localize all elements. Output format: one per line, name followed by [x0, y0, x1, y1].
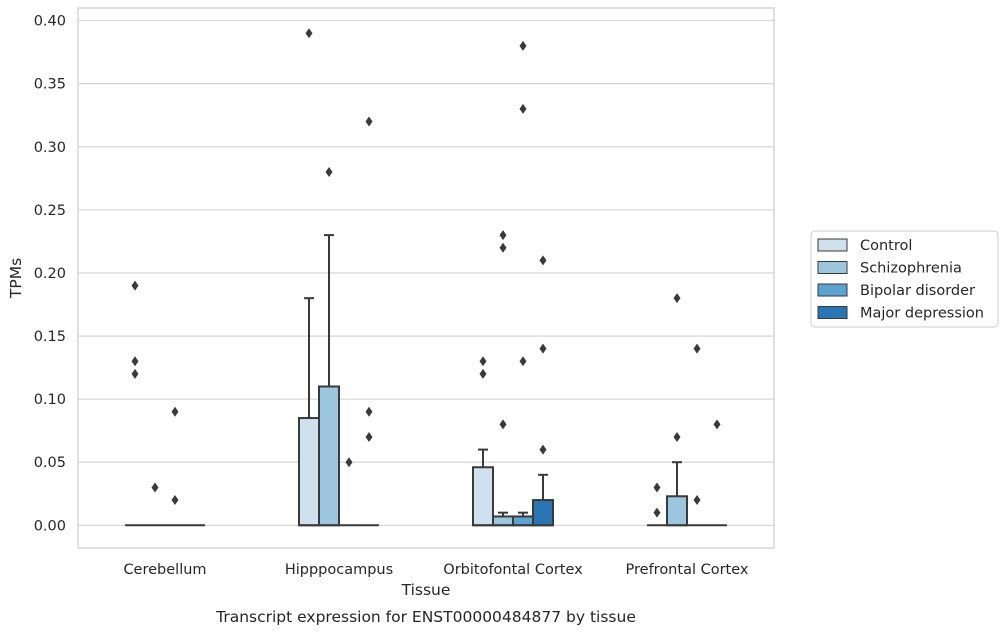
outlier-point: [519, 40, 527, 51]
box-group: [666, 293, 688, 527]
y-axis-title: TPMs: [7, 258, 25, 299]
plot-frame: [77, 7, 775, 549]
outlier-point: [693, 343, 701, 354]
x-tick-label: Prefrontal Cortex: [626, 562, 749, 578]
outlier-point: [365, 406, 373, 417]
box-group: [145, 482, 165, 527]
box-group: [472, 356, 494, 527]
legend-swatch: [817, 238, 848, 252]
x-tick-label: Hipppocampus: [285, 562, 393, 578]
outlier-point: [499, 242, 507, 253]
box-group: [298, 28, 320, 527]
legend-swatch: [817, 261, 848, 274]
outlier-point: [305, 28, 313, 39]
box-group: [687, 343, 707, 527]
y-tick-label: 0.00: [34, 518, 66, 534]
box-marks: [125, 28, 727, 527]
box: [298, 417, 320, 527]
outlier-point: [171, 495, 179, 506]
box: [472, 466, 494, 527]
legend-label: Major depression: [860, 306, 984, 322]
box: [532, 499, 554, 527]
box: [318, 385, 340, 527]
legend-label: Schizophrenia: [860, 261, 962, 277]
outlier-point: [499, 230, 507, 241]
x-tick-label: Cerebellum: [123, 562, 206, 578]
box-group: [647, 482, 667, 527]
outlier-point: [653, 507, 661, 518]
outlier-point: [151, 482, 159, 493]
legend-label: Bipolar disorder: [860, 283, 975, 299]
box-group: [707, 419, 727, 527]
outlier-point: [539, 255, 547, 266]
outlier-point: [519, 356, 527, 367]
gridlines: [78, 20, 774, 526]
y-tick-label: 0.15: [34, 329, 66, 345]
outlier-point: [131, 368, 139, 379]
box: [512, 515, 534, 527]
box-group: [165, 406, 185, 527]
outlier-point: [673, 431, 681, 442]
legend: Control Schizophrenia Bipolar disorder Majo…: [810, 230, 999, 328]
box-group: [125, 280, 145, 527]
legend-frame: [810, 230, 999, 328]
outlier-point: [479, 368, 487, 379]
outlier-point: [131, 356, 139, 367]
outlier-point: [519, 103, 527, 114]
y-tick-label: 0.10: [34, 392, 66, 408]
box-group: [512, 40, 534, 527]
outlier-point: [479, 356, 487, 367]
outlier-point: [171, 406, 179, 417]
chart-caption: Transcript expression for ENST0000048487…: [215, 608, 636, 626]
box-group: [318, 167, 340, 527]
y-tick-label: 0.35: [34, 77, 66, 93]
outlier-point: [713, 419, 721, 430]
outlier-point: [131, 280, 139, 291]
outlier-point: [653, 482, 661, 493]
box-group: [359, 116, 379, 527]
box-group: [492, 230, 514, 527]
outlier-point: [539, 444, 547, 455]
outlier-point: [499, 419, 507, 430]
box-group: [532, 255, 554, 527]
box: [666, 495, 688, 527]
outlier-point: [673, 293, 681, 304]
legend-swatch: [817, 283, 848, 297]
y-tick-label: 0.05: [34, 455, 66, 471]
outlier-point: [345, 457, 353, 468]
outlier-point: [539, 343, 547, 354]
x-tick-label: Orbitofontal Cortex: [443, 562, 583, 578]
y-tick-label: 0.40: [34, 14, 66, 30]
legend-label: Control: [860, 238, 912, 254]
y-axis-ticks: 0.00 0.05 0.10 0.15 0.20 0.25 0.30 0.35 0.40: [34, 14, 66, 535]
outlier-point: [365, 431, 373, 442]
box-group: [339, 457, 359, 527]
x-axis-ticks: Cerebellum Hipppocampus Orbitofontal Corte…: [123, 562, 748, 578]
outlier-point: [325, 167, 333, 178]
x-axis-title: Tissue: [401, 581, 451, 599]
y-tick-label: 0.20: [34, 266, 66, 282]
legend-swatch: [817, 306, 848, 319]
outlier-point: [693, 495, 701, 506]
outlier-point: [365, 116, 373, 127]
box: [492, 515, 514, 527]
y-tick-label: 0.30: [34, 140, 66, 156]
y-tick-label: 0.25: [34, 203, 66, 219]
